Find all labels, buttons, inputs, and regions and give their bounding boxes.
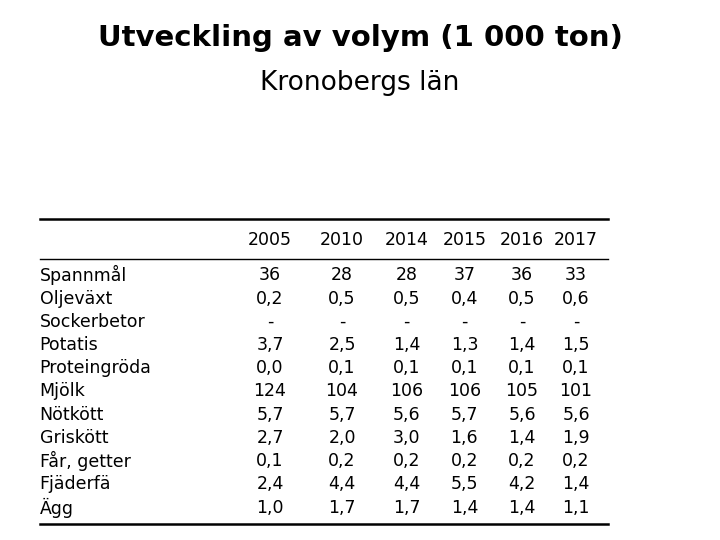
Text: 101: 101: [559, 382, 593, 401]
Text: 124: 124: [253, 382, 287, 401]
Text: -: -: [267, 313, 273, 331]
Text: Griskött: Griskött: [40, 429, 108, 447]
Text: 106: 106: [390, 382, 423, 401]
Text: 0,2: 0,2: [328, 452, 356, 470]
Text: 2016: 2016: [500, 231, 544, 249]
Text: 0,1: 0,1: [508, 359, 536, 377]
Text: 1,3: 1,3: [451, 336, 478, 354]
Text: 5,6: 5,6: [562, 406, 590, 424]
Text: Spannmål: Spannmål: [40, 265, 127, 286]
Text: 36: 36: [259, 266, 281, 285]
Text: 0,0: 0,0: [256, 359, 284, 377]
Text: 0,4: 0,4: [451, 289, 478, 308]
Text: 0,5: 0,5: [393, 289, 420, 308]
Text: 0,1: 0,1: [393, 359, 420, 377]
Text: 1,4: 1,4: [562, 475, 590, 494]
Text: 0,2: 0,2: [393, 452, 420, 470]
Text: Potatis: Potatis: [40, 336, 99, 354]
Text: -: -: [462, 313, 467, 331]
Text: Får, getter: Får, getter: [40, 451, 130, 471]
Text: 1,4: 1,4: [508, 336, 536, 354]
Text: 4,2: 4,2: [508, 475, 536, 494]
Text: 28: 28: [331, 266, 353, 285]
Text: 1,0: 1,0: [256, 498, 284, 517]
Text: 2,5: 2,5: [328, 336, 356, 354]
Text: 1,9: 1,9: [562, 429, 590, 447]
Text: Utveckling av volym (1 000 ton): Utveckling av volym (1 000 ton): [98, 24, 622, 52]
Text: 2014: 2014: [385, 231, 428, 249]
Text: 0,2: 0,2: [562, 452, 590, 470]
Text: 0,6: 0,6: [562, 289, 590, 308]
Text: Nötkött: Nötkött: [40, 406, 104, 424]
Text: Mjölk: Mjölk: [40, 382, 86, 401]
Text: 5,7: 5,7: [451, 406, 478, 424]
Text: 2017: 2017: [554, 231, 598, 249]
Text: 5,7: 5,7: [256, 406, 284, 424]
Text: 2015: 2015: [442, 231, 487, 249]
Text: Ägg: Ägg: [40, 497, 73, 518]
Text: 28: 28: [396, 266, 418, 285]
Text: 104: 104: [325, 382, 359, 401]
Text: 0,2: 0,2: [508, 452, 536, 470]
Text: Kronobergs län: Kronobergs län: [261, 70, 459, 96]
Text: 0,5: 0,5: [328, 289, 356, 308]
Text: Oljeväxt: Oljeväxt: [40, 289, 112, 308]
Text: 2005: 2005: [248, 231, 292, 249]
Text: 1,4: 1,4: [393, 336, 420, 354]
Text: 1,4: 1,4: [508, 498, 536, 517]
Text: 105: 105: [505, 382, 539, 401]
Text: -: -: [573, 313, 579, 331]
Text: -: -: [519, 313, 525, 331]
Text: 4,4: 4,4: [328, 475, 356, 494]
Text: 1,5: 1,5: [562, 336, 590, 354]
Text: 0,2: 0,2: [451, 452, 478, 470]
Text: Fjäderfä: Fjäderfä: [40, 475, 111, 494]
Text: 2,7: 2,7: [256, 429, 284, 447]
Text: 2010: 2010: [320, 231, 364, 249]
Text: -: -: [404, 313, 410, 331]
Text: 1,6: 1,6: [451, 429, 478, 447]
Text: 106: 106: [448, 382, 481, 401]
Text: 0,5: 0,5: [508, 289, 536, 308]
Text: 3,7: 3,7: [256, 336, 284, 354]
Text: 0,1: 0,1: [562, 359, 590, 377]
Text: 33: 33: [565, 266, 587, 285]
Text: 37: 37: [454, 266, 475, 285]
Text: 1,7: 1,7: [328, 498, 356, 517]
Text: 1,7: 1,7: [393, 498, 420, 517]
Text: 2,4: 2,4: [256, 475, 284, 494]
Text: 0,1: 0,1: [328, 359, 356, 377]
Text: 0,1: 0,1: [256, 452, 284, 470]
Text: 36: 36: [511, 266, 533, 285]
Text: 5,6: 5,6: [508, 406, 536, 424]
Text: 0,1: 0,1: [451, 359, 478, 377]
Text: 1,1: 1,1: [562, 498, 590, 517]
Text: 2,0: 2,0: [328, 429, 356, 447]
Text: 0,2: 0,2: [256, 289, 284, 308]
Text: Proteingröda: Proteingröda: [40, 359, 151, 377]
Text: 5,5: 5,5: [451, 475, 478, 494]
Text: -: -: [339, 313, 345, 331]
Text: 1,4: 1,4: [451, 498, 478, 517]
Text: 4,4: 4,4: [393, 475, 420, 494]
Text: Sockerbetor: Sockerbetor: [40, 313, 145, 331]
Text: 5,7: 5,7: [328, 406, 356, 424]
Text: 3,0: 3,0: [393, 429, 420, 447]
Text: 5,6: 5,6: [393, 406, 420, 424]
Text: 1,4: 1,4: [508, 429, 536, 447]
